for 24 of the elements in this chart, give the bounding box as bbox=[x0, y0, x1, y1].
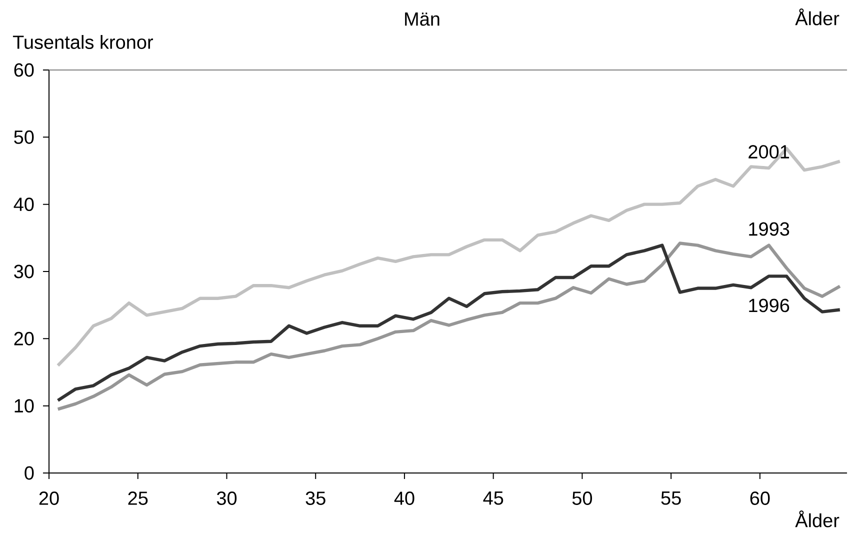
x-tick-label: 20 bbox=[39, 492, 59, 505]
text: Ålder bbox=[795, 8, 840, 26]
x-axis-title: Ålder bbox=[795, 510, 840, 528]
x-tick-label: 35 bbox=[306, 492, 326, 505]
y-tick-label: 20 bbox=[14, 332, 34, 346]
x-tick-label: 50 bbox=[572, 492, 592, 505]
y-tick-label: 40 bbox=[14, 198, 34, 212]
chart-title: Män bbox=[405, 12, 440, 26]
y-tick-label: 60 bbox=[14, 63, 34, 77]
x-tick-label: 45 bbox=[483, 492, 504, 505]
y-axis-title: Tusentals kronor bbox=[12, 35, 153, 49]
y-tick-label: 30 bbox=[14, 264, 34, 278]
series-label: 1993 bbox=[749, 222, 790, 236]
line-series bbox=[56, 146, 842, 368]
x-tick-label: 25 bbox=[128, 492, 148, 505]
series-label: 2001 bbox=[748, 145, 790, 159]
series-label: 1996 bbox=[749, 298, 790, 312]
y-tick-label: 50 bbox=[14, 130, 34, 144]
y-tick-label: 0 bbox=[24, 466, 34, 480]
y-tick-label: 10 bbox=[14, 399, 34, 413]
x-tick-label: 60 bbox=[750, 492, 770, 505]
x-tick-label: 55 bbox=[661, 492, 681, 505]
x-tick-label: 40 bbox=[394, 492, 414, 505]
x-tick-label: 30 bbox=[216, 492, 237, 505]
